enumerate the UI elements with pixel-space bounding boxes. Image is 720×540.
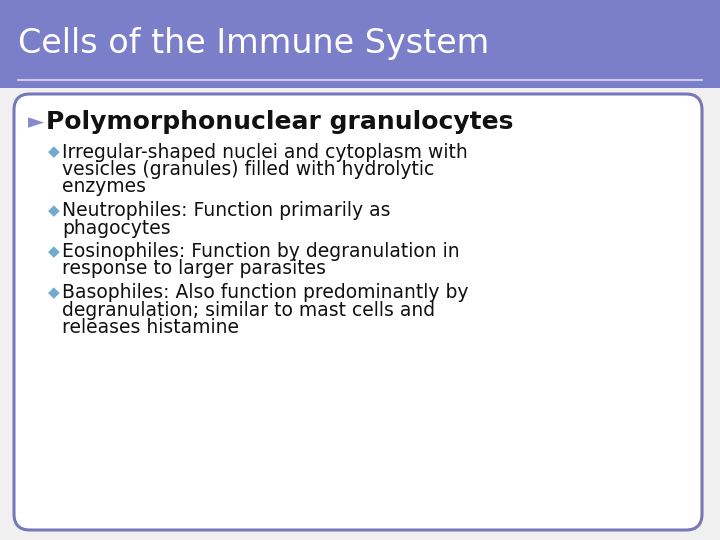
Text: ◆: ◆ [48, 145, 60, 159]
Text: vesicles (granules) filled with hydrolytic: vesicles (granules) filled with hydrolyt… [62, 160, 434, 179]
Bar [0, 0, 720, 88]
Text: phagocytes: phagocytes [62, 219, 171, 238]
Text: Irregular-shaped nuclei and cytoplasm with: Irregular-shaped nuclei and cytoplasm wi… [62, 143, 468, 161]
Text: ►: ► [28, 112, 44, 132]
Text: enzymes: enzymes [62, 178, 146, 197]
Text: Neutrophiles: Function primarily as: Neutrophiles: Function primarily as [62, 201, 390, 220]
Text: releases histamine: releases histamine [62, 318, 239, 337]
Text: ◆: ◆ [48, 203, 60, 218]
FancyBboxPatch shape [14, 94, 702, 530]
Text: Polymorphonuclear granulocytes: Polymorphonuclear granulocytes [46, 110, 513, 134]
Text: Basophiles: Also function predominantly by: Basophiles: Also function predominantly … [62, 283, 469, 302]
Text: degranulation; similar to mast cells and: degranulation; similar to mast cells and [62, 300, 435, 320]
Text: ◆: ◆ [48, 285, 60, 300]
Text: Cells of the Immune System: Cells of the Immune System [18, 28, 490, 60]
Text: response to larger parasites: response to larger parasites [62, 260, 326, 279]
Text: ◆: ◆ [48, 244, 60, 259]
Text: Eosinophiles: Function by degranulation in: Eosinophiles: Function by degranulation … [62, 242, 459, 261]
